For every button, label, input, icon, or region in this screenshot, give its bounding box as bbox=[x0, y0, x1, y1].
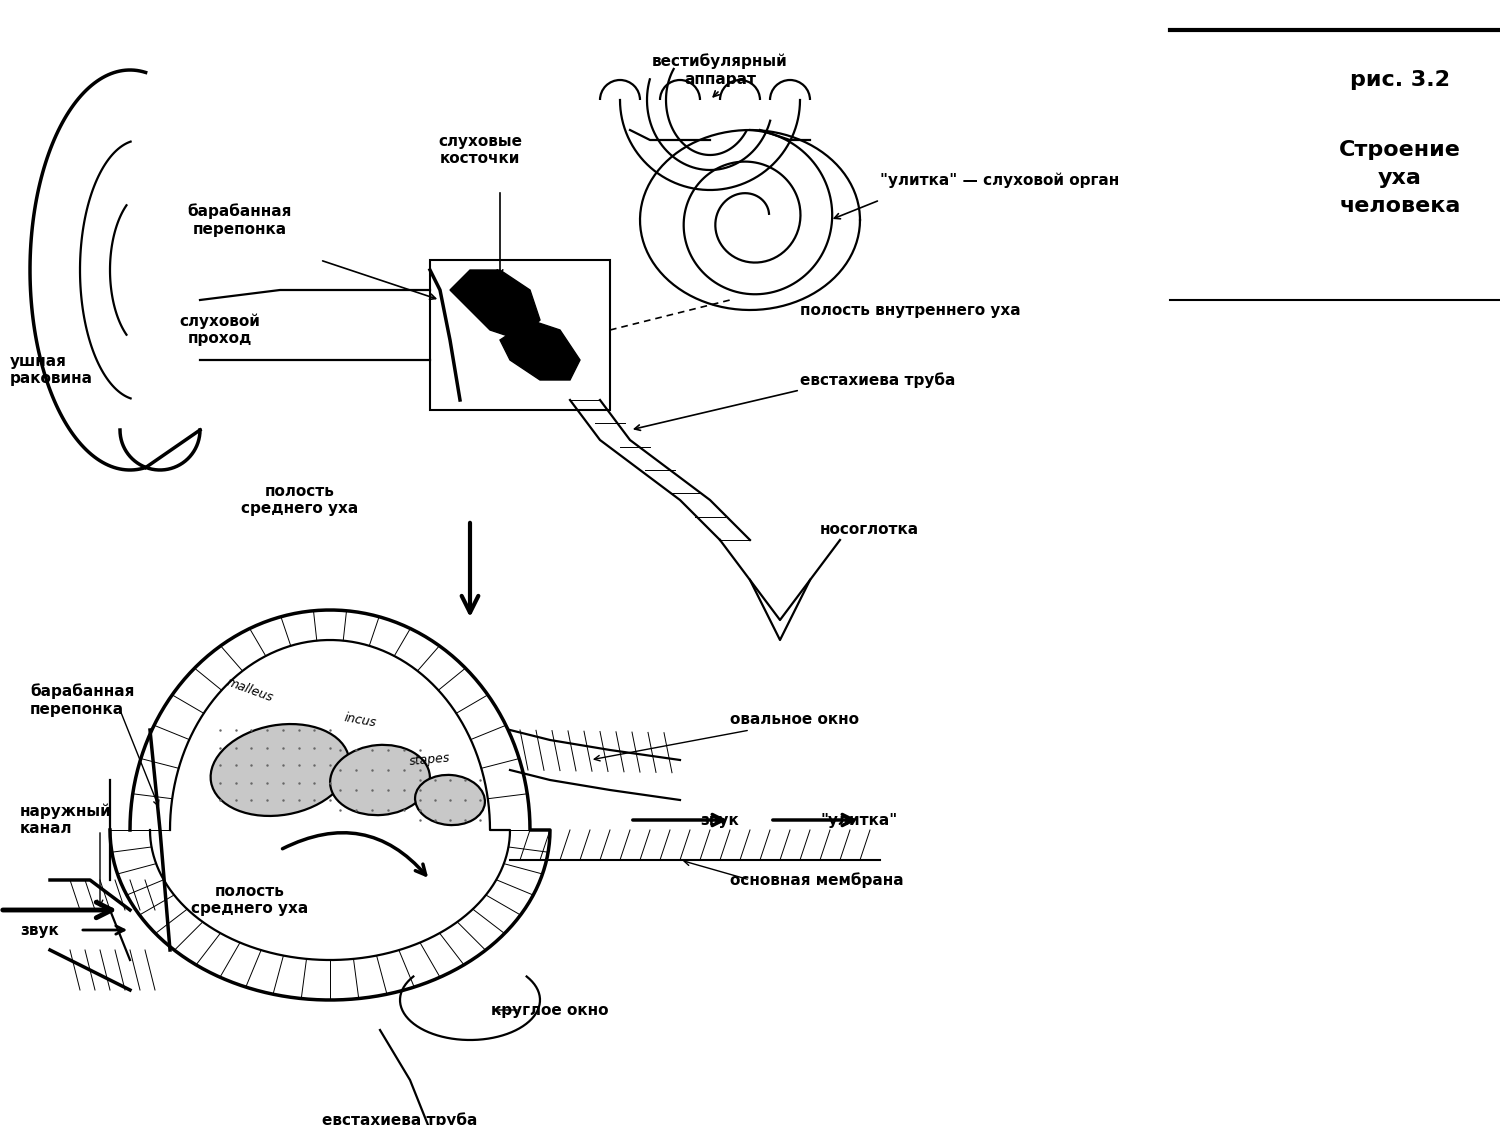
Ellipse shape bbox=[416, 775, 484, 825]
Text: овальное окно: овальное окно bbox=[730, 712, 860, 728]
Polygon shape bbox=[500, 319, 580, 380]
Text: звук: звук bbox=[700, 812, 738, 828]
Ellipse shape bbox=[330, 745, 430, 816]
Text: барабанная
перепонка: барабанная перепонка bbox=[188, 204, 292, 236]
Text: евстахиева труба: евстахиева труба bbox=[322, 1113, 477, 1125]
Text: евстахиева труба: евстахиева труба bbox=[800, 372, 956, 388]
Text: "улитка": "улитка" bbox=[821, 812, 897, 828]
Ellipse shape bbox=[210, 724, 350, 816]
Text: наружный
канал: наружный канал bbox=[20, 803, 111, 837]
Text: Строение
уха
человека: Строение уха человека bbox=[1340, 140, 1461, 216]
Text: вестибулярный
аппарат: вестибулярный аппарат bbox=[652, 53, 788, 87]
Text: носоглотка: носоглотка bbox=[821, 522, 920, 538]
Text: stapes: stapes bbox=[410, 752, 452, 768]
Text: полость внутреннего уха: полость внутреннего уха bbox=[800, 303, 1020, 317]
Polygon shape bbox=[450, 270, 540, 340]
Text: malleus: malleus bbox=[225, 675, 274, 704]
Text: рис. 3.2: рис. 3.2 bbox=[1350, 70, 1450, 90]
Text: полость
среднего уха: полость среднего уха bbox=[242, 484, 358, 516]
Text: барабанная
перепонка: барабанная перепонка bbox=[30, 683, 135, 717]
Text: круглое окно: круглое окно bbox=[492, 1002, 609, 1017]
Text: слуховой
проход: слуховой проход bbox=[180, 314, 261, 346]
Text: слуховые
косточки: слуховые косточки bbox=[438, 134, 522, 166]
Bar bbox=[430, 260, 610, 410]
Text: основная мембрана: основная мембрана bbox=[730, 872, 903, 888]
Text: полость
среднего уха: полость среднего уха bbox=[192, 884, 309, 916]
Text: ушная
раковина: ушная раковина bbox=[10, 353, 93, 386]
Text: incus: incus bbox=[344, 711, 376, 729]
Text: звук: звук bbox=[20, 922, 58, 937]
Text: "улитка" — слуховой орган: "улитка" — слуховой орган bbox=[880, 172, 1119, 188]
